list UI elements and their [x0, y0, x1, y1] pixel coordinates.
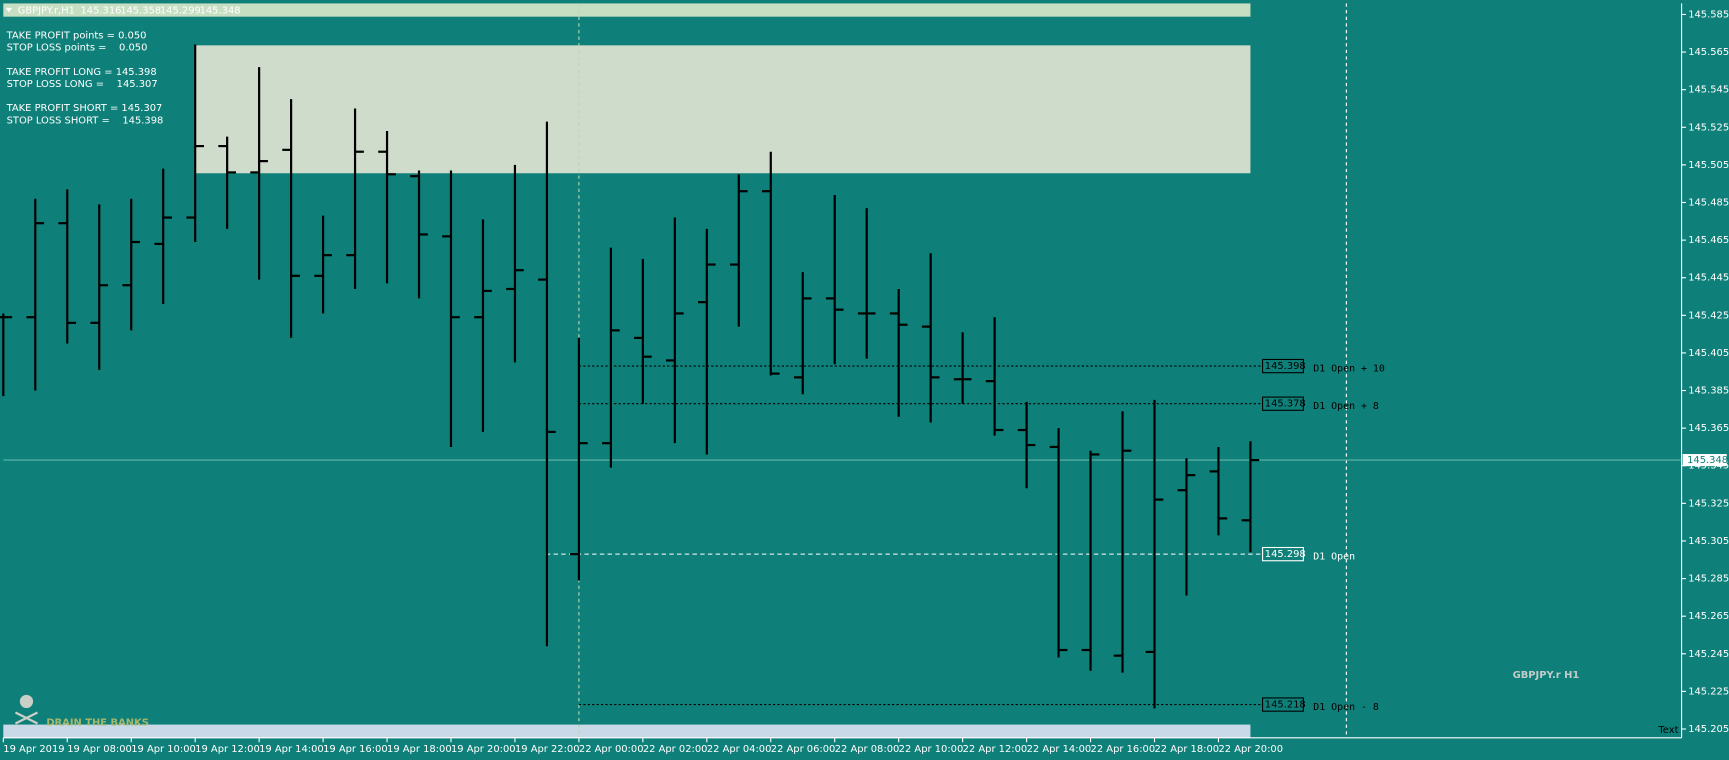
header-open: 145.316	[80, 6, 121, 17]
y-tick-label: 145.545	[1688, 85, 1729, 96]
y-tick-label: 145.425	[1688, 310, 1729, 321]
y-tick-label: 145.345	[1688, 461, 1729, 472]
footer-strip	[3, 724, 1251, 738]
skull	[19, 694, 34, 709]
current-price-box	[1682, 454, 1727, 467]
level-label: D1 Open + 8	[1313, 401, 1379, 412]
x-tick-label: 19 Apr 10:00	[131, 744, 196, 755]
header-close: 145.348	[200, 6, 241, 17]
x-tick-label: 22 Apr 02:00	[643, 744, 708, 755]
corner-text: Text	[1657, 725, 1678, 736]
header-arrow	[5, 7, 13, 13]
x-tick-label: 19 Apr 16:00	[323, 744, 388, 755]
y-tick-label: 145.325	[1688, 498, 1729, 509]
x-tick-label: 22 Apr 16:00	[1091, 744, 1156, 755]
x-tick-label: 19 Apr 12:00	[195, 744, 260, 755]
x-tick-label: 22 Apr 06:00	[771, 744, 836, 755]
current-price-label: 145.348	[1687, 455, 1728, 466]
level-price: 145.218	[1265, 700, 1306, 711]
y-tick-label: 145.525	[1688, 122, 1729, 133]
x-tick-label: 19 Apr 2019	[3, 744, 64, 755]
x-tick-label: 22 Apr 18:00	[1155, 744, 1220, 755]
y-tick-label: 145.225	[1688, 686, 1729, 697]
info-line: STOP LOSS SHORT = 145.398	[7, 115, 164, 126]
level-price: 145.298	[1265, 549, 1306, 560]
x-tick-label: 22 Apr 12:00	[963, 744, 1028, 755]
info-line: TAKE PROFIT LONG = 145.398	[6, 67, 157, 78]
level-label: D1 Open + 10	[1313, 363, 1385, 374]
logo: DRAIN THE BANKS	[14, 694, 149, 728]
x-tick-label: 22 Apr 10:00	[899, 744, 964, 755]
x-tick-label: 22 Apr 04:00	[707, 744, 772, 755]
x-tick-label: 19 Apr 18:00	[387, 744, 452, 755]
y-tick-label: 145.285	[1688, 574, 1729, 585]
header-low: 145.299	[160, 6, 201, 17]
level-price: 145.378	[1265, 399, 1306, 410]
y-tick-label: 145.405	[1688, 348, 1729, 359]
info-line: TAKE PROFIT SHORT = 145.307	[6, 103, 163, 114]
level-box	[1262, 697, 1304, 712]
y-tick-label: 145.305	[1688, 536, 1729, 547]
level-box	[1262, 546, 1304, 562]
header-high: 145.358	[120, 6, 161, 17]
level-label: D1 Open - 8	[1313, 702, 1379, 713]
x-tick-label: 22 Apr 20:00	[1218, 744, 1283, 755]
plot: 145.585 145.565 145.545 145.525 145.505 145.4…	[0, 9, 1729, 755]
x-tick-label: 19 Apr 14:00	[259, 744, 324, 755]
y-tick-label: 145.585	[1688, 9, 1729, 20]
level-price: 145.398	[1265, 361, 1306, 372]
header-strip	[3, 3, 1251, 17]
logo-text: DRAIN THE BANKS	[46, 717, 149, 728]
y-tick-label: 145.385	[1688, 386, 1729, 397]
watermark: GBPJPY.r H1	[1513, 670, 1580, 681]
y-tick-label: 145.265	[1688, 611, 1729, 622]
level-label: D1 Open	[1313, 551, 1355, 562]
y-tick-label: 145.365	[1688, 423, 1729, 434]
info-line: TAKE PROFIT points = 0.050	[6, 30, 147, 41]
y-tick-label: 145.465	[1688, 235, 1729, 246]
y-tick-label: 145.565	[1688, 47, 1729, 58]
x-tick-label: 19 Apr 20:00	[451, 744, 516, 755]
crossbones	[14, 711, 38, 725]
y-tick-label: 145.505	[1688, 160, 1729, 171]
level-box	[1262, 358, 1304, 374]
x-tick-label: 19 Apr 08:00	[67, 744, 132, 755]
y-tick-label: 145.245	[1688, 649, 1729, 660]
x-tick-label: 19 Apr 22:00	[515, 744, 580, 755]
profit-zone	[194, 45, 1251, 174]
info-line: STOP LOSS LONG = 145.307	[7, 79, 158, 90]
x-tick-label: 22 Apr 14:00	[1027, 744, 1092, 755]
level-box	[1262, 396, 1304, 411]
y-tick-label: 145.445	[1688, 273, 1729, 284]
header-symbol: GBPJPY.r,H1	[18, 6, 75, 17]
y-tick-label: 145.485	[1688, 197, 1729, 208]
info-line: STOP LOSS points = 0.050	[7, 43, 148, 54]
y-tick-label: 145.205	[1688, 724, 1729, 735]
x-tick-label: 22 Apr 08:00	[835, 744, 900, 755]
x-tick-label: 22 Apr 00:00	[579, 744, 644, 755]
